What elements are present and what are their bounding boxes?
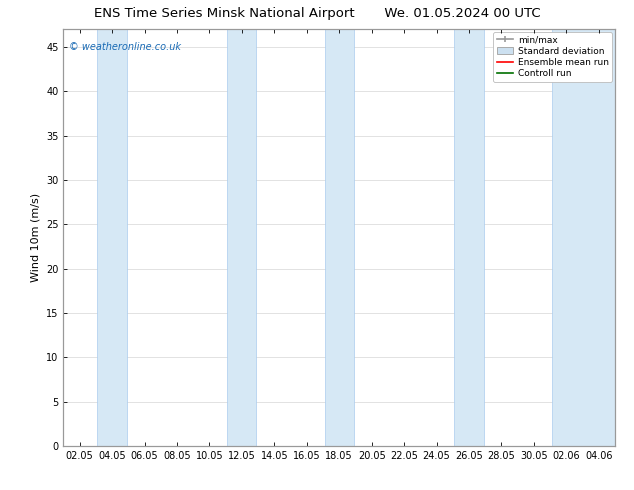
Bar (455, 29, 484, 446)
Bar (325, 29, 354, 446)
Bar (227, 29, 256, 446)
Bar (552, 29, 615, 446)
Text: ENS Time Series Minsk National Airport       We. 01.05.2024 00 UTC: ENS Time Series Minsk National Airport W… (94, 7, 540, 21)
Text: © weatheronline.co.uk: © weatheronline.co.uk (69, 42, 181, 52)
Legend: min/max, Standard deviation, Ensemble mean run, Controll run: min/max, Standard deviation, Ensemble me… (493, 32, 612, 82)
Bar (98, 29, 127, 446)
Y-axis label: Wind 10m (m/s): Wind 10m (m/s) (30, 193, 41, 282)
